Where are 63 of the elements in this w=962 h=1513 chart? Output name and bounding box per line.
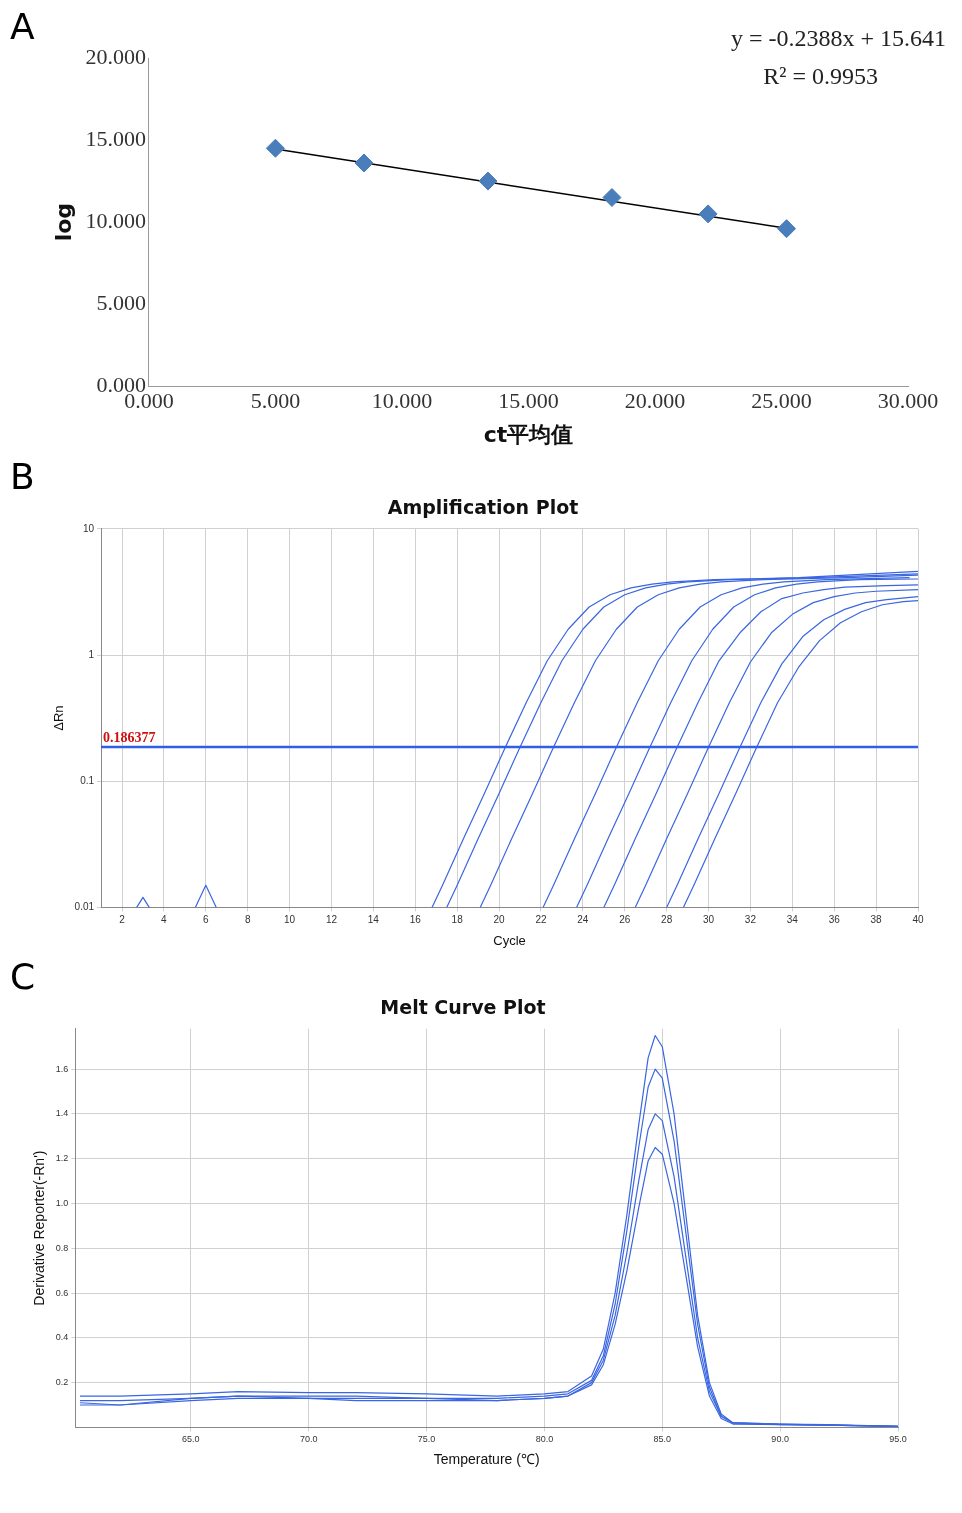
- x-tick-label: 16: [409, 914, 422, 926]
- y-tick-label: 15.000: [85, 125, 146, 151]
- y-tick-label: 1.2: [55, 1153, 69, 1164]
- y-tick-label: 10.000: [85, 207, 146, 233]
- y-tick-label: 1.6: [55, 1063, 69, 1074]
- x-tick-label: 2: [119, 914, 126, 926]
- x-tick-label: 80.0: [535, 1434, 554, 1445]
- text: B: [10, 456, 35, 498]
- y-tick-label: 1.4: [55, 1108, 69, 1119]
- y-axis-title: ΔRn: [51, 705, 67, 731]
- x-tick-label: 65.0: [182, 1434, 200, 1445]
- x-tick-label: 75.0: [417, 1434, 436, 1445]
- y-tick-label: 0.4: [55, 1332, 69, 1343]
- x-tick-label: 40: [912, 914, 924, 926]
- x-tick-label: 85.0: [653, 1434, 672, 1445]
- x-tick-label: 10.000: [371, 388, 433, 414]
- x-axis-title: ct平均值: [483, 421, 574, 447]
- annotation: R² = 0.9953: [763, 63, 878, 90]
- x-tick-label: 30.000: [877, 388, 939, 414]
- x-tick-label: 24: [577, 914, 589, 926]
- x-tick-label: 18: [451, 914, 464, 926]
- chart-title: Melt Curve Plot: [380, 996, 546, 1019]
- y-tick-label: 0.6: [55, 1287, 69, 1298]
- chart-title: Amplification Plot: [387, 496, 579, 519]
- x-tick-label: 8: [244, 914, 251, 926]
- x-tick-label: 70.0: [299, 1434, 318, 1445]
- x-tick-label: 5.000: [250, 388, 301, 414]
- text: y = -0.2388x + 15.641: [730, 25, 946, 52]
- x-tick-label: 32: [744, 914, 757, 926]
- y-tick-label: 0.01: [74, 901, 95, 913]
- y-tick-label: 1: [88, 648, 95, 660]
- y-axis-title: Derivative Reporter(-Rn'): [31, 1150, 48, 1306]
- x-tick-label: 30: [702, 914, 715, 926]
- x-axis-title: Cycle: [493, 932, 526, 948]
- text: C: [10, 956, 36, 998]
- y-tick-label: 0.2: [55, 1377, 69, 1388]
- x-tick-label: 25.000: [751, 388, 812, 414]
- y-tick-label: 0.1: [80, 774, 95, 786]
- x-tick-label: 4: [161, 914, 168, 926]
- x-tick-label: 90.0: [771, 1434, 789, 1445]
- x-tick-label: 20: [493, 914, 506, 926]
- x-tick-label: 95.0: [889, 1434, 907, 1445]
- x-tick-label: 6: [203, 914, 210, 926]
- ref-line-label: 0.186377: [103, 729, 156, 745]
- x-tick-label: 14: [367, 914, 380, 926]
- x-tick-label: 26: [619, 914, 631, 926]
- y-tick-label: 20.000: [85, 43, 146, 69]
- x-tick-label: 15.000: [498, 388, 559, 414]
- y-axis-title: log: [50, 202, 76, 242]
- x-axis-title: Temperature (℃): [433, 1451, 540, 1468]
- y-tick-label: 5.000: [96, 289, 146, 315]
- x-tick-label: 38: [870, 914, 883, 926]
- y-tick-label: 1.0: [55, 1197, 69, 1208]
- y-tick-label: 0.8: [55, 1242, 69, 1253]
- x-tick-label: 34: [786, 914, 799, 926]
- x-tick-label: 20.000: [624, 388, 686, 414]
- x-tick-label: 22: [535, 914, 547, 926]
- text: A: [10, 6, 35, 48]
- x-tick-label: 12: [325, 914, 338, 926]
- x-tick-label: 36: [828, 914, 841, 926]
- y-tick-label: 10: [82, 522, 95, 534]
- x-tick-label: 28: [661, 914, 673, 926]
- x-tick-label: 10: [284, 914, 296, 926]
